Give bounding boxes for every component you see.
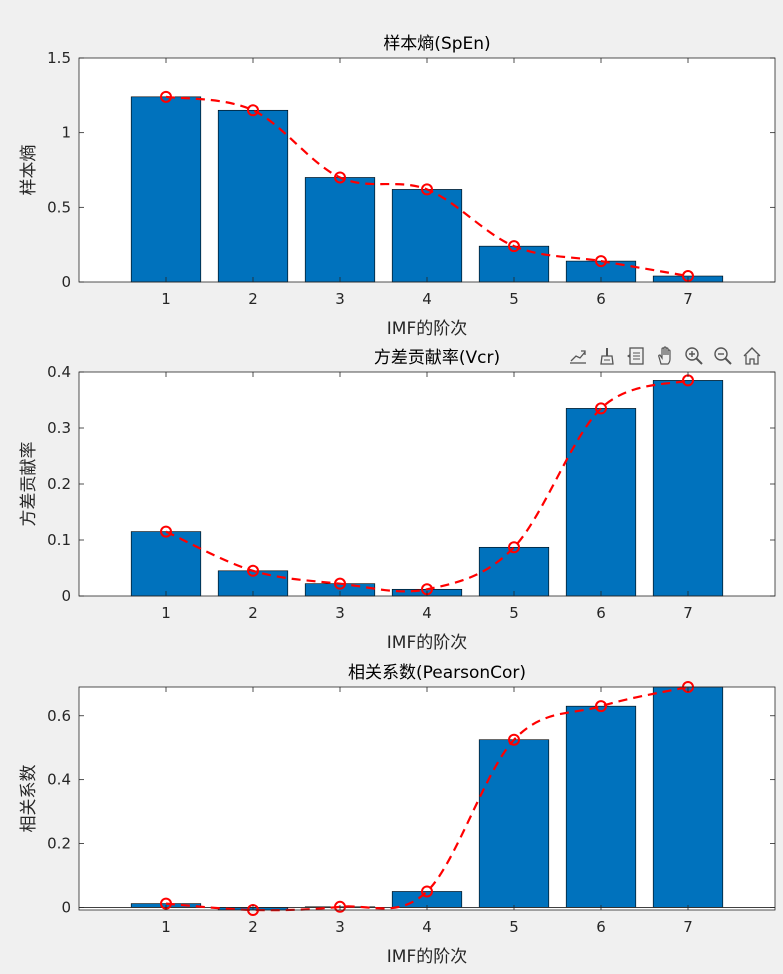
x-tick-label: 5	[509, 918, 519, 936]
marker-1	[160, 525, 172, 538]
chart-title: 样本熵(SpEn)	[383, 34, 490, 54]
x-axis-label: IMF的阶次	[387, 633, 467, 653]
marker-3	[334, 577, 346, 590]
brush-icon	[600, 348, 614, 365]
x-tick-label: 6	[596, 918, 606, 936]
x-tick-label: 4	[422, 918, 432, 936]
y-tick-label: 0.2	[47, 475, 71, 493]
x-tick-label: 1	[161, 604, 171, 622]
y-tick-label: 0.1	[47, 531, 71, 549]
x-tick-label: 7	[683, 290, 693, 308]
bar-6	[565, 705, 637, 908]
bar-6	[565, 408, 637, 597]
x-tick-label: 4	[422, 290, 432, 308]
x-tick-label: 2	[248, 604, 258, 622]
marker-6	[595, 255, 607, 268]
y-axis-label: 样本熵	[19, 145, 39, 196]
bar-4	[391, 189, 463, 283]
bar-5	[478, 546, 550, 597]
chart-title: 方差贡献率(Vcr)	[374, 348, 500, 368]
pan-button[interactable]	[651, 343, 679, 369]
chart-title: 相关系数(PearsonCor)	[348, 663, 526, 683]
subplot-2: 1 2 3 4 5 6 7 0 0.1 0.2 0.3 0.4 方差贡献率(Vcr) IMF的阶次 方差贡献…	[19, 348, 776, 653]
home-button[interactable]	[738, 343, 766, 369]
marker-2	[247, 104, 259, 117]
y-axis-label: 相关系数	[19, 765, 39, 833]
marker-5	[508, 733, 520, 746]
y-tick-label: 1	[61, 124, 71, 142]
x-axis-label: IMF的阶次	[387, 319, 467, 339]
x-tick-label: 1	[161, 290, 171, 308]
y-tick-label: 0.5	[47, 198, 71, 216]
x-tick-label: 2	[248, 918, 258, 936]
export-button[interactable]	[564, 343, 592, 369]
bar-1	[130, 531, 202, 597]
zoom-out-button[interactable]	[709, 343, 737, 369]
home-icon	[743, 347, 761, 365]
x-tick-label: 7	[683, 918, 693, 936]
y-tick-label: 0	[61, 898, 71, 916]
bar-3	[304, 177, 376, 283]
marker-4	[421, 183, 433, 196]
y-tick-label: 0	[61, 587, 71, 605]
datatip-button[interactable]	[622, 343, 650, 369]
trend-line	[165, 379, 689, 593]
y-axis-label: 方差贡献率	[19, 442, 39, 527]
brush-button[interactable]	[593, 343, 621, 369]
zoom-out-icon	[714, 347, 732, 365]
x-tick-label: 1	[161, 918, 171, 936]
y-tick-label: 0.3	[47, 419, 71, 437]
marker-2	[247, 564, 259, 577]
x-tick-label: 3	[335, 604, 345, 622]
marker-6	[595, 700, 607, 713]
y-tick-label: 1.5	[47, 49, 71, 67]
datatip-icon	[627, 347, 644, 365]
y-tick-label: 0.4	[47, 363, 71, 381]
bar-2	[217, 109, 289, 283]
x-tick-label: 5	[509, 290, 519, 308]
bar-1	[130, 96, 202, 283]
y-tick-label: 0.4	[47, 771, 71, 789]
x-tick-label: 2	[248, 290, 258, 308]
trend-line	[165, 685, 689, 912]
x-tick-label: 3	[335, 290, 345, 308]
subplot-1: 1 2 3 4 5 6 7 0 0.5 1 1.5 样本熵(SpEn) IMF的阶次 样本熵	[19, 34, 776, 339]
marker-5	[508, 541, 520, 554]
marker-3	[334, 900, 346, 913]
marker-5	[508, 240, 520, 253]
subplot-3: 1 2 3 4 5 6 7 0 0.2 0.4 0.6 相关系数(PearsonCor) IMF的阶次 相…	[19, 663, 776, 967]
x-tick-label: 4	[422, 604, 432, 622]
marker-3	[334, 171, 346, 184]
marker-4	[421, 885, 433, 898]
zoom-in-button[interactable]	[680, 343, 708, 369]
x-tick-label: 6	[596, 604, 606, 622]
export-icon	[570, 350, 586, 364]
x-tick-label: 3	[335, 918, 345, 936]
x-tick-label: 6	[596, 290, 606, 308]
bar-7	[652, 686, 724, 908]
bar-7	[652, 380, 724, 597]
bar-5	[478, 739, 550, 908]
y-tick-label: 0.6	[47, 707, 71, 725]
marker-6	[595, 402, 607, 415]
x-tick-label: 5	[509, 604, 519, 622]
axes-toolbar	[564, 342, 766, 370]
y-tick-label: 0.2	[47, 835, 71, 853]
x-axis-label: IMF的阶次	[387, 947, 467, 967]
trend-line	[165, 95, 689, 278]
pan-icon	[658, 346, 671, 365]
marker-1	[160, 90, 172, 103]
zoom-in-icon	[685, 347, 703, 365]
y-tick-label: 0	[61, 273, 71, 291]
x-tick-label: 7	[683, 604, 693, 622]
